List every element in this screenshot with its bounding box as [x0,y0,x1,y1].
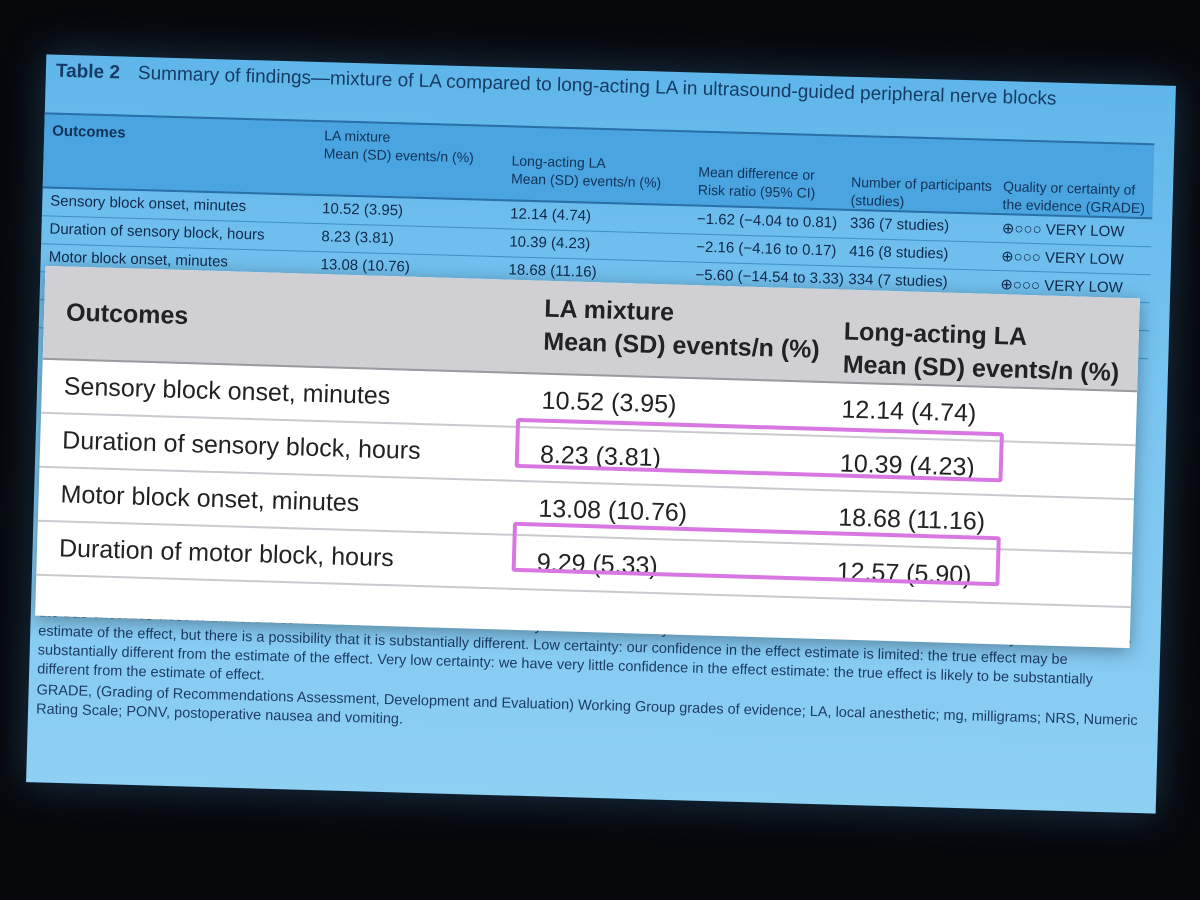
cell-la-mixture: 13.08 (10.76) [320,256,411,276]
cell-mean-diff: −1.62 (−4.04 to 0.81) [696,210,838,232]
cell-mean-diff: −5.60 (−14.54 to 3.33) [695,266,845,288]
zoom-cell-la-mixture: 8.23 (3.81) [539,440,662,473]
cell-la-mixture: 8.23 (3.81) [321,228,395,248]
zoom-cell-outcome: Motor block onset, minutes [60,480,360,518]
header-outcomes: Outcomes [52,122,126,142]
cell-quality: ⊕○○○ VERY LOW [1000,248,1124,269]
header-mean-difference: Mean difference or Risk ratio (95% CI) [697,163,816,201]
zoom-cell-outcome: Duration of sensory block, hours [61,426,422,466]
zoom-body: Sensory block onset, minutes 10.52 (3.95)… [36,359,1138,609]
zoom-cell-long-acting: 18.68 (11.16) [837,503,986,536]
header-la-mixture: LA mixture Mean (SD) events/n (%) [323,127,475,166]
zoom-cell-la-mixture: 13.08 (10.76) [538,494,688,527]
zoom-cell-outcome: Duration of motor block, hours [58,534,395,573]
table-caption: Summary of findings—mixture of LA compar… [137,62,1057,110]
zoom-header-outcomes: Outcomes [65,298,189,331]
zoomed-table-inset: Outcomes LA mixture Mean (SD) events/n (%… [35,265,1140,649]
zoom-cell-la-mixture: 10.52 (3.95) [541,386,677,419]
zoom-header-long-acting: Long-acting LA Mean (SD) events/n (%) [842,317,1120,387]
cell-outcome: Duration of sensory block, hours [49,220,265,244]
cell-participants: 336 (7 studies) [849,214,950,235]
zoom-cell-long-acting: 12.14 (4.74) [841,395,977,428]
cell-la-mixture: 10.52 (3.95) [321,200,404,220]
cell-outcome: Sensory block onset, minutes [50,192,247,216]
cell-participants: 334 (7 studies) [848,270,948,291]
cell-long-acting: 12.14 (4.74) [509,205,592,225]
table-title: Table 2 Summary of findings—mixture of LA… [56,61,1057,111]
cell-quality: ⊕○○○ VERY LOW [1001,220,1125,241]
header-participants: Number of participants (studies) [850,173,993,210]
cell-quality: ⊕○○○ VERY LOW [1000,276,1124,297]
header-long-acting: Long-acting LA Mean (SD) events/n (%) [510,152,662,191]
table-number: Table 2 [55,60,121,84]
cell-long-acting: 18.68 (11.16) [508,261,597,281]
zoom-header-la-mixture: LA mixture Mean (SD) events/n (%) [542,294,821,364]
zoom-cell-long-acting: 12.57 (5.90) [836,557,972,590]
cell-mean-diff: −2.16 (−4.16 to 0.17) [696,238,837,260]
cell-participants: 416 (8 studies) [848,242,949,263]
header-quality: Quality or certainty of the evidence (GRA… [1002,178,1146,217]
cell-long-acting: 10.39 (4.23) [509,233,591,253]
zoom-cell-outcome: Sensory block onset, minutes [63,372,391,411]
zoom-cell-la-mixture: 9.29 (5.33) [536,548,659,581]
zoom-cell-long-acting: 10.39 (4.23) [839,449,976,482]
